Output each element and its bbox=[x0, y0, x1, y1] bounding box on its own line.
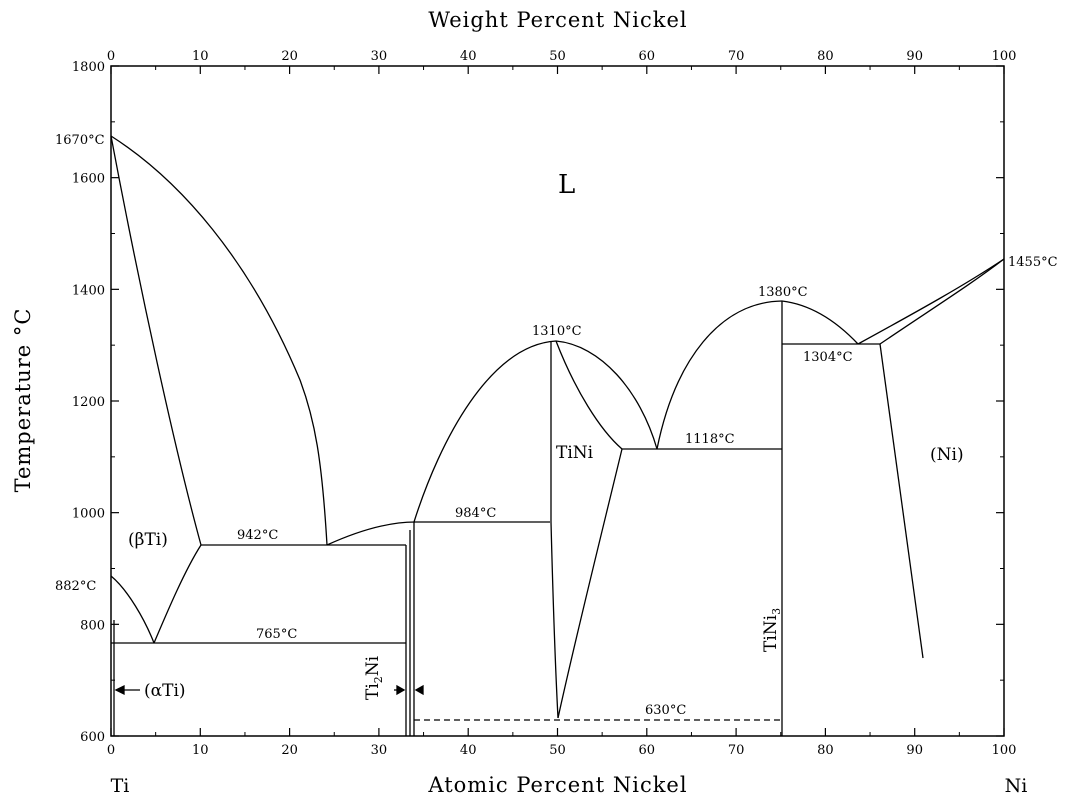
top-tick-label: 0 bbox=[107, 49, 115, 64]
bottom-tick-label: 30 bbox=[371, 743, 388, 758]
top-tick-label: 60 bbox=[639, 49, 656, 64]
ni-solvus bbox=[879, 343, 924, 659]
bottom-axis-title: Atomic Percent Nickel bbox=[427, 773, 687, 797]
bottom-tick-label: 100 bbox=[992, 743, 1017, 758]
left-tick-label: 600 bbox=[80, 730, 105, 745]
liquidus-tini3-left bbox=[656, 300, 783, 450]
label-1304: 1304°C bbox=[803, 350, 853, 365]
phase-ni: (Ni) bbox=[930, 445, 964, 465]
phase-tini: TiNi bbox=[556, 443, 594, 463]
liquidus-ti2ni-peritectic bbox=[326, 521, 416, 546]
bottom-tick-label: 60 bbox=[639, 743, 656, 758]
arrow-markers bbox=[114, 684, 424, 696]
ni-end-label: Ni bbox=[1005, 775, 1028, 797]
label-882: 882°C bbox=[55, 579, 96, 594]
left-tick-label: 1400 bbox=[72, 283, 105, 298]
bottom-tick-label: 20 bbox=[281, 743, 298, 758]
bottom-tick-label: 0 bbox=[107, 743, 115, 758]
plot-frame bbox=[110, 65, 1005, 737]
liquidus-ti-side bbox=[110, 135, 328, 546]
beta-alpha-boundary-left bbox=[110, 575, 155, 644]
label-1118: 1118°C bbox=[685, 432, 735, 447]
top-axis-title: Weight Percent Nickel bbox=[428, 8, 687, 32]
liquidus-ni-side bbox=[857, 258, 1005, 345]
top-tick-label: 20 bbox=[281, 49, 298, 64]
label-765: 765°C bbox=[256, 627, 297, 642]
label-1380: 1380°C bbox=[758, 285, 808, 300]
left-axis-title: Temperature °C bbox=[11, 308, 35, 493]
label-1310: 1310°C bbox=[532, 324, 582, 339]
top-tick-label: 100 bbox=[992, 49, 1017, 64]
ti-end-label: Ti bbox=[111, 775, 130, 797]
left-tick-label: 1800 bbox=[72, 60, 105, 75]
beta-alpha-boundary-right bbox=[153, 544, 202, 644]
liquidus-tini-right bbox=[555, 340, 658, 450]
label-942: 942°C bbox=[237, 528, 278, 543]
left-tick-label: 1200 bbox=[72, 395, 105, 410]
tini-right-solvus-lower bbox=[557, 448, 623, 719]
top-tick-label: 10 bbox=[192, 49, 209, 64]
top-tick-label: 50 bbox=[549, 49, 566, 64]
bottom-tick-label: 40 bbox=[460, 743, 477, 758]
top-tick-label: 70 bbox=[728, 49, 745, 64]
label-1455: 1455°C bbox=[1008, 255, 1058, 270]
phase-alpha-ti: (αTi) bbox=[144, 681, 186, 701]
left-tick-label: 1000 bbox=[72, 507, 105, 522]
top-tick-label: 30 bbox=[371, 49, 388, 64]
left-tick-label: 1600 bbox=[72, 172, 105, 187]
tini-right-solvus-upper bbox=[555, 340, 623, 450]
bottom-tick-label: 70 bbox=[728, 743, 745, 758]
top-tick-label: 40 bbox=[460, 49, 477, 64]
label-630: 630°C bbox=[645, 703, 686, 718]
bottom-tick-label: 90 bbox=[906, 743, 923, 758]
phase-tini3: TiNi3 bbox=[761, 608, 783, 652]
left-tick-label: 800 bbox=[80, 618, 105, 633]
svg-text:TiNi3: TiNi3 bbox=[761, 608, 783, 652]
phase-liquid: L bbox=[558, 170, 575, 200]
phase-ti2ni: Ti2Ni bbox=[363, 655, 385, 700]
label-1670: 1670°C bbox=[55, 133, 105, 148]
liquidus-tini-left bbox=[413, 340, 557, 523]
bottom-tick-label: 10 bbox=[192, 743, 209, 758]
phase-boundaries bbox=[110, 135, 1005, 736]
axis-ticks: 0 10 20 30 40 50 60 70 80 90 1000 10 20 30 40 50 60 70 80 9… bbox=[72, 49, 1017, 758]
liquidus-tini3-right bbox=[781, 300, 859, 345]
svg-text:Ti2Ni: Ti2Ni bbox=[363, 655, 385, 700]
phase-beta-ti: (βTi) bbox=[128, 530, 168, 550]
bottom-tick-label: 50 bbox=[549, 743, 566, 758]
tini-left-solvus bbox=[550, 521, 559, 719]
top-tick-label: 80 bbox=[817, 49, 834, 64]
top-tick-label: 90 bbox=[906, 49, 923, 64]
label-984: 984°C bbox=[455, 506, 496, 521]
solidus-ni-side bbox=[879, 258, 1005, 345]
bottom-tick-label: 80 bbox=[817, 743, 834, 758]
solidus-beta-ti bbox=[110, 135, 202, 546]
